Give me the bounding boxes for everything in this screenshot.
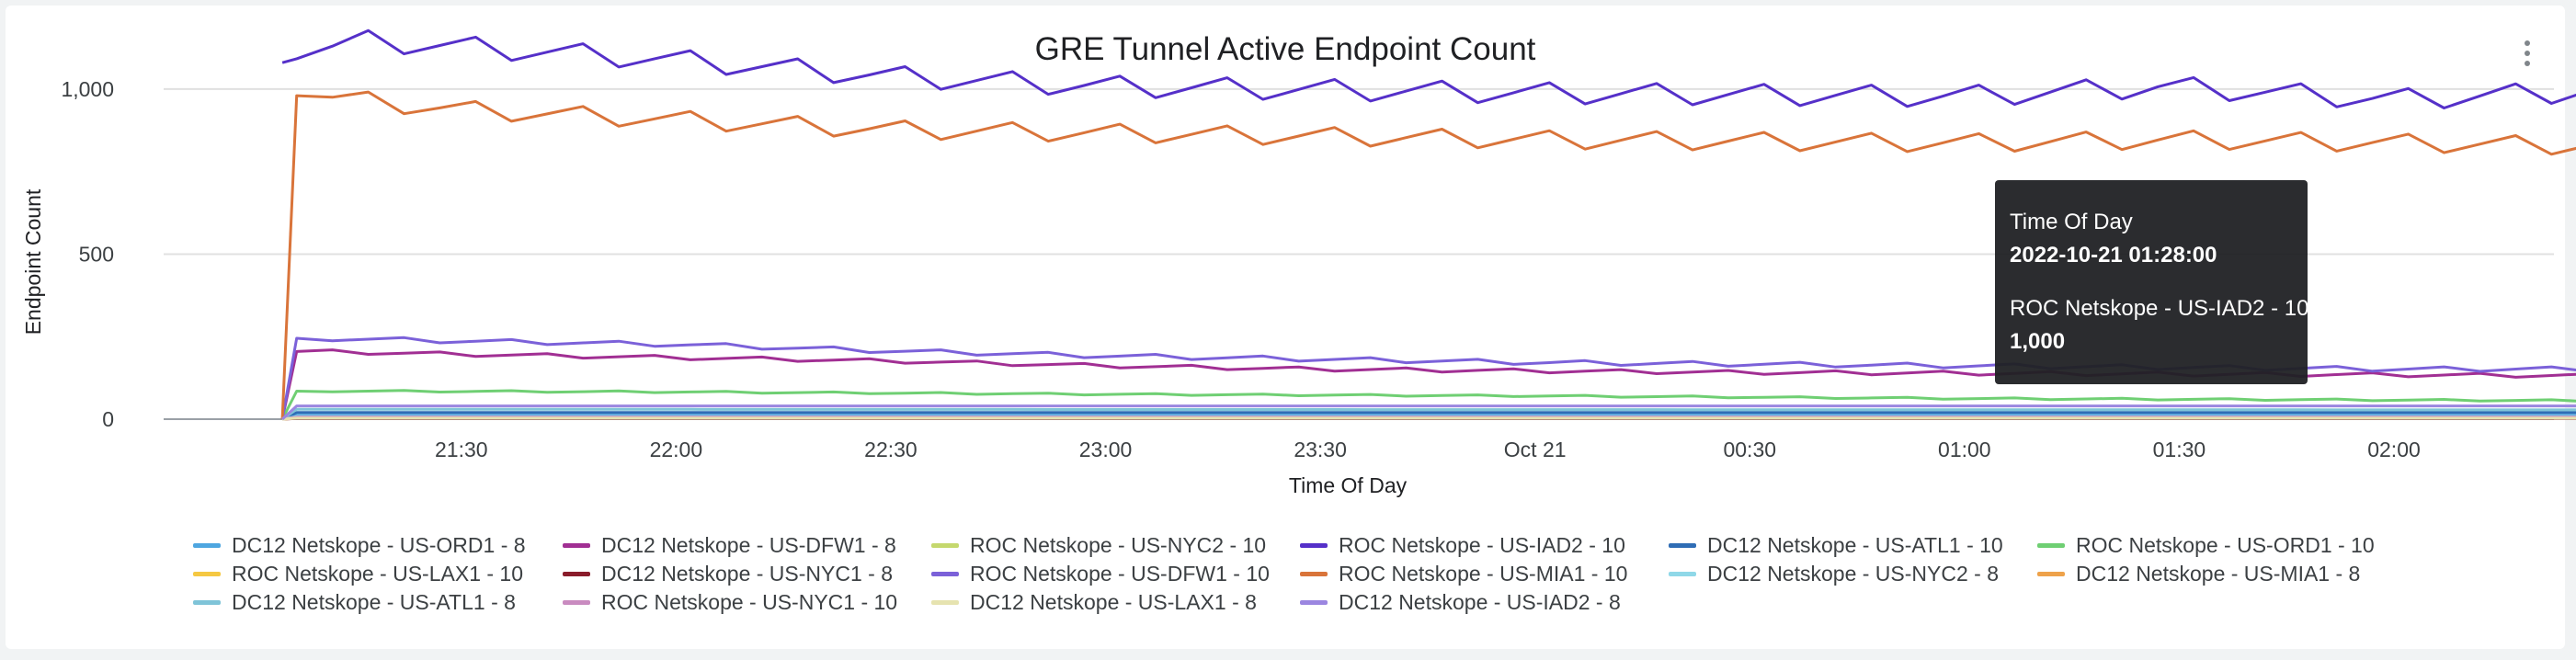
legend-label: DC12 Netskope - US-ORD1 - 8 — [232, 532, 526, 557]
legend-item[interactable]: DC12 Netskope - US-NYC2 - 8 — [1669, 560, 1999, 587]
tooltip-series-name: ROC Netskope - US-IAD2 - 10 — [2010, 296, 2309, 321]
x-tick-label: 23:30 — [1294, 438, 1347, 461]
legend-label: DC12 Netskope - US-IAD2 - 8 — [1339, 589, 1621, 614]
legend-item[interactable]: DC12 Netskope - US-IAD2 - 8 — [1300, 588, 1621, 616]
legend-swatch — [2037, 542, 2065, 548]
series-line-12 — [281, 407, 2576, 421]
y-tick-label: 1,000 — [61, 77, 114, 101]
x-tick-label: Oct 21 — [1504, 438, 1567, 461]
legend-item[interactable]: DC12 Netskope - US-ORD1 - 8 — [193, 531, 526, 559]
series-line-3 — [281, 28, 2576, 109]
legend-swatch — [931, 542, 959, 548]
x-tick-label: 22:30 — [864, 438, 918, 461]
x-tick-label: 22:00 — [650, 438, 703, 461]
legend-item[interactable]: ROC Netskope - US-ORD1 - 10 — [2037, 531, 2375, 559]
legend-swatch — [1300, 599, 1328, 605]
legend-label: ROC Netskope - US-ORD1 - 10 — [2076, 532, 2375, 557]
legend-item[interactable]: DC12 Netskope - US-MIA1 - 8 — [2037, 560, 2360, 587]
legend-swatch — [1669, 542, 1696, 548]
legend-item[interactable]: DC12 Netskope - US-DFW1 - 8 — [563, 531, 896, 559]
chart-title: GRE Tunnel Active Endpoint Count — [1034, 31, 1536, 67]
legend-swatch — [193, 542, 221, 548]
legend-label: DC12 Netskope - US-MIA1 - 8 — [2076, 561, 2361, 586]
series-line-14 — [281, 416, 2576, 421]
x-tick-label: 00:30 — [1723, 438, 1776, 461]
y-tick-label: 500 — [79, 242, 114, 266]
legend-label: ROC Netskope - US-NYC1 - 10 — [601, 589, 898, 614]
legend-item[interactable]: ROC Netskope - US-LAX1 - 10 — [193, 560, 523, 587]
x-tick-label: 21:30 — [435, 438, 488, 461]
legend-swatch — [193, 599, 221, 605]
tooltip-time: 2022-10-21 01:28:00 — [2010, 243, 2217, 267]
legend-swatch — [193, 571, 221, 576]
chart-tooltip: Time Of Day 2022-10-21 01:28:00 ROC Nets… — [1995, 180, 2308, 384]
legend-label: DC12 Netskope - US-ATL1 - 10 — [1707, 532, 2003, 557]
series-line-4 — [281, 411, 2576, 421]
legend-label: DC12 Netskope - US-NYC1 - 8 — [601, 561, 893, 586]
legend-swatch — [931, 571, 959, 576]
legend-item[interactable]: DC12 Netskope - US-ATL1 - 10 — [1669, 531, 2003, 559]
legend-swatch — [563, 599, 590, 605]
legend-item[interactable]: ROC Netskope - US-NYC2 - 10 — [931, 531, 1266, 559]
legend-swatch — [1300, 571, 1328, 576]
legend-swatch — [1669, 571, 1696, 576]
legend-item[interactable]: ROC Netskope - US-DFW1 - 10 — [931, 560, 1270, 587]
series-line-9 — [280, 90, 2576, 420]
legend-label: DC12 Netskope - US-ATL1 - 8 — [232, 589, 516, 614]
legend-item[interactable]: DC12 Netskope - US-ATL1 - 8 — [193, 588, 516, 616]
y-tick-label: 0 — [102, 407, 114, 431]
legend-label: ROC Netskope - US-DFW1 - 10 — [970, 561, 1270, 586]
x-tick-label: 01:00 — [1938, 438, 1991, 461]
legend-item[interactable]: ROC Netskope - US-IAD2 - 10 — [1300, 531, 1625, 559]
y-axis-title: Endpoint Count — [21, 188, 45, 335]
legend-swatch — [563, 571, 590, 576]
legend-item[interactable]: DC12 Netskope - US-NYC1 - 8 — [563, 560, 893, 587]
legend-swatch — [2037, 571, 2065, 576]
x-tick-label: 02:00 — [2367, 438, 2421, 461]
series-line-15 — [281, 404, 2576, 421]
legend-label: ROC Netskope - US-LAX1 - 10 — [232, 561, 524, 586]
legend-swatch — [1300, 542, 1328, 548]
legend-label: DC12 Netskope - US-LAX1 - 8 — [970, 589, 1257, 614]
legend-swatch — [563, 542, 590, 548]
series-line-5 — [280, 389, 2576, 420]
x-tick-label: 01:30 — [2153, 438, 2206, 461]
tooltip-value: 1,000 — [2010, 329, 2066, 354]
legend-label: ROC Netskope - US-IAD2 - 10 — [1339, 532, 1625, 557]
legend-swatch — [931, 599, 959, 605]
legend-item[interactable]: ROC Netskope - US-NYC1 - 10 — [563, 588, 897, 616]
tooltip-header: Time Of Day — [2010, 210, 2133, 234]
x-axis-title: Time Of Day — [1289, 473, 1408, 497]
legend-label: ROC Netskope - US-MIA1 - 10 — [1339, 561, 1628, 586]
x-tick-label: 23:00 — [1079, 438, 1133, 461]
legend-item[interactable]: DC12 Netskope - US-LAX1 - 8 — [931, 588, 1257, 616]
legend-item[interactable]: ROC Netskope - US-MIA1 - 10 — [1300, 560, 1627, 587]
legend-label: ROC Netskope - US-NYC2 - 10 — [970, 532, 1267, 557]
legend-label: DC12 Netskope - US-NYC2 - 8 — [1707, 561, 1999, 586]
more-options-icon[interactable] — [2521, 40, 2534, 72]
legend-label: DC12 Netskope - US-DFW1 - 8 — [601, 532, 896, 557]
